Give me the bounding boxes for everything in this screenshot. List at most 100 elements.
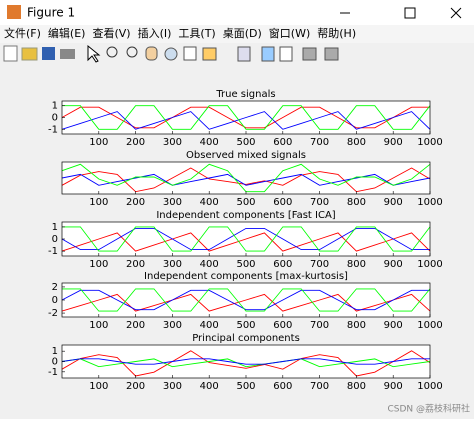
x-tick-label: 1000: [417, 197, 442, 208]
signal-line: [61, 111, 431, 130]
brush-icon[interactable]: [202, 47, 217, 61]
y-tick-label: 1: [52, 346, 58, 357]
legend-icon[interactable]: [279, 46, 293, 62]
x-tick-label: 700: [310, 197, 329, 208]
signal-line: [61, 227, 430, 251]
x-tick-label: 900: [384, 137, 403, 148]
x-tick-label: 200: [126, 197, 145, 208]
x-tick-label: 400: [200, 197, 219, 208]
rotate-icon[interactable]: [164, 47, 178, 61]
x-tick-label: 600: [273, 320, 292, 331]
x-tick-label: 500: [236, 137, 255, 148]
x-tick-label: 400: [200, 137, 219, 148]
toolbar: [0, 43, 474, 65]
x-tick-label: 800: [347, 381, 366, 392]
menu-bar: [0, 25, 474, 43]
x-tick-label: 300: [163, 197, 182, 208]
x-tick-label: 700: [310, 137, 329, 148]
chart-title: Independent components [max-kurtosis]: [144, 271, 348, 282]
x-tick-label: 900: [384, 381, 403, 392]
chart-title: Principal components: [192, 333, 300, 344]
hide-tools-icon[interactable]: [302, 47, 317, 61]
y-tick-label: -1: [48, 124, 58, 135]
toolbar-icons: [3, 44, 339, 63]
signal-line: [62, 105, 431, 130]
x-tick-label: 400: [200, 381, 219, 392]
signal-line: [61, 293, 431, 312]
datatip-icon[interactable]: [183, 46, 197, 61]
x-tick-label: 1000: [417, 381, 442, 392]
y-tick-label: 0: [52, 295, 58, 306]
x-tick-label: 300: [163, 381, 182, 392]
x-tick-label: 700: [310, 381, 329, 392]
x-tick-label: 400: [200, 320, 219, 331]
menu-item[interactable]: 文件(F): [4, 26, 41, 40]
axes-frame: [61, 100, 431, 135]
x-tick-label: 500: [236, 259, 255, 270]
x-tick-label: 700: [310, 320, 329, 331]
y-tick-label: 0: [52, 357, 58, 368]
signal-line: [61, 232, 431, 252]
save-icon[interactable]: [42, 47, 55, 60]
x-tick-label: 500: [236, 320, 255, 331]
zoom-in-icon[interactable]: [106, 46, 118, 58]
y-tick-label: 0: [52, 234, 58, 245]
x-tick-label: 500: [236, 197, 255, 208]
x-tick-label: 100: [89, 259, 108, 270]
menu-item[interactable]: 桌面(D): [223, 27, 262, 40]
signal-line: [61, 350, 431, 377]
y-tick-label: 0: [52, 113, 58, 124]
zoom-out-icon[interactable]: [126, 46, 138, 58]
link-icon[interactable]: [237, 46, 251, 62]
x-tick-label: 100: [89, 381, 108, 392]
close-button[interactable]: [450, 7, 462, 19]
maximize-button[interactable]: [404, 7, 416, 19]
print-icon[interactable]: [60, 49, 75, 59]
x-tick-label: 1000: [417, 137, 442, 148]
y-tick-label: 1: [52, 222, 58, 233]
x-tick-label: 600: [273, 259, 292, 270]
x-tick-label: 200: [126, 137, 145, 148]
axes-frame: [61, 221, 431, 257]
signal-line: [61, 358, 430, 365]
y-tick-label: -1: [48, 246, 58, 257]
chart-title: True signals: [215, 89, 275, 100]
x-tick-label: 400: [200, 259, 219, 270]
y-tick-label: -1: [48, 367, 58, 378]
axes-background: [62, 162, 430, 194]
signal-line: [61, 173, 431, 186]
menu-item[interactable]: 插入(I): [138, 26, 172, 40]
menu-item[interactable]: 查看(V): [92, 26, 130, 40]
axes-frame: [61, 161, 431, 195]
x-tick-label: 1000: [417, 259, 442, 270]
x-tick-label: 600: [273, 137, 292, 148]
title-bar: [0, 0, 474, 25]
x-tick-label: 100: [89, 320, 108, 331]
new-icon[interactable]: [3, 45, 18, 62]
window-title: Figure 1: [27, 6, 75, 20]
x-tick-label: 600: [273, 197, 292, 208]
x-tick-label: 800: [347, 259, 366, 270]
x-tick-label: 100: [89, 137, 108, 148]
chart-title: Independent components [Fast ICA]: [156, 210, 335, 221]
open-icon[interactable]: [21, 47, 38, 61]
x-tick-label: 300: [163, 259, 182, 270]
pan-icon[interactable]: [145, 46, 158, 61]
signal-line: [62, 288, 431, 312]
signal-line: [62, 226, 431, 252]
axes-frame: [61, 344, 431, 379]
menu-item[interactable]: 帮助(H): [317, 26, 356, 40]
show-tools-icon[interactable]: [324, 47, 339, 61]
x-tick-label: 900: [384, 320, 403, 331]
y-tick-label: 1: [52, 101, 58, 112]
menu-item[interactable]: 工具(T): [178, 27, 215, 40]
menu-item[interactable]: 窗口(W): [269, 26, 310, 40]
y-tick-label: -2: [48, 308, 58, 319]
colorbar-icon[interactable]: [261, 46, 275, 62]
x-tick-label: 200: [126, 320, 145, 331]
y-tick-label: 2: [52, 282, 58, 293]
x-tick-label: 600: [273, 381, 292, 392]
menu-item[interactable]: 编辑(E): [48, 26, 86, 40]
select-icon[interactable]: [87, 44, 101, 63]
